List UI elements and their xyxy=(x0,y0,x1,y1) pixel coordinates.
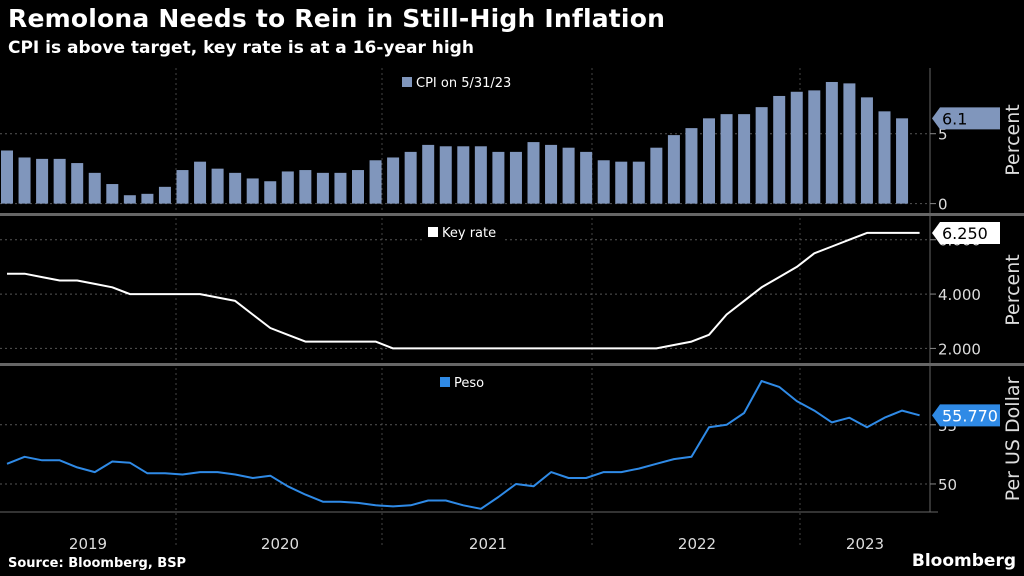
brand-logo: Bloomberg xyxy=(911,551,1016,571)
y-axis-title: Percent xyxy=(1002,254,1024,326)
legend-swatch xyxy=(440,377,450,387)
legend-swatch xyxy=(402,77,412,87)
cpi-bar xyxy=(738,114,751,204)
last-value-label: 6.1 xyxy=(942,109,967,128)
cpi-bar xyxy=(860,97,873,204)
x-tick-label: 2023 xyxy=(846,535,884,553)
last-value-tag xyxy=(932,404,1000,427)
cpi-bar xyxy=(545,144,558,204)
cpi-bar xyxy=(790,91,803,204)
cpi-bar xyxy=(527,142,540,204)
legend-swatch xyxy=(428,227,438,237)
legend-label: Key rate xyxy=(442,226,496,241)
cpi-bar xyxy=(246,178,259,204)
cpi-bar xyxy=(106,184,119,204)
cpi-bar xyxy=(474,146,487,204)
cpi-bar xyxy=(53,158,66,204)
cpi-bar xyxy=(615,161,628,204)
x-tick-label: 2019 xyxy=(69,535,107,553)
cpi-bar xyxy=(667,135,680,204)
cpi-bar xyxy=(387,157,400,204)
cpi-bar xyxy=(808,90,821,204)
cpi-bar xyxy=(404,151,417,204)
key-rate-line xyxy=(7,231,920,350)
legend-background xyxy=(396,72,530,94)
cpi-bar xyxy=(299,170,312,204)
cpi-bar xyxy=(422,144,435,204)
cpi-bar xyxy=(720,114,733,204)
cpi-bar xyxy=(896,118,909,204)
last-value-label: 6.250 xyxy=(942,224,988,243)
legend-background xyxy=(422,222,504,244)
y-tick-label: 0 xyxy=(938,196,948,214)
cpi-bar xyxy=(650,147,663,204)
cpi-bar xyxy=(685,128,698,204)
cpi-bar xyxy=(141,193,154,204)
legend-label: CPI on 5/31/23 xyxy=(416,76,511,91)
cpi-bar xyxy=(176,170,189,204)
cpi-bar xyxy=(509,151,522,204)
cpi-bar xyxy=(158,186,171,204)
cpi-bar xyxy=(369,160,382,204)
y-tick-label: 2.000 xyxy=(938,340,981,358)
cpi-bar xyxy=(334,172,347,204)
cpi-bar xyxy=(194,161,207,204)
cpi-bar xyxy=(1,150,13,204)
cpi-bar xyxy=(316,172,329,204)
x-tick-label: 2020 xyxy=(261,535,299,553)
last-value-label: 55.770 xyxy=(942,406,998,425)
y-axis-title: Per US Dollar xyxy=(1002,377,1024,502)
cpi-bar xyxy=(264,181,277,204)
cpi-bar xyxy=(123,195,136,204)
chart-subtitle: CPI is above target, key rate is at a 16… xyxy=(8,38,474,58)
cpi-bar xyxy=(352,170,364,204)
cpi-bar xyxy=(36,158,49,204)
peso-line xyxy=(6,380,920,510)
last-value-tag xyxy=(932,107,1000,130)
last-value-tag xyxy=(932,221,1000,244)
cpi-bar xyxy=(773,95,786,204)
y-tick-label: 50 xyxy=(938,476,957,494)
y-tick-label: 4.000 xyxy=(938,286,981,304)
cpi-bar xyxy=(562,147,575,204)
cpi-bar xyxy=(229,172,242,204)
cpi-bar xyxy=(71,163,84,204)
cpi-bar xyxy=(492,151,505,204)
x-tick-label: 2021 xyxy=(469,535,507,553)
cpi-bar xyxy=(703,118,715,204)
legend-label: Peso xyxy=(454,376,484,391)
cpi-bar xyxy=(439,146,452,204)
cpi-bar xyxy=(457,146,470,204)
cpi-bar xyxy=(88,172,101,204)
chart-title: Remolona Needs to Rein in Still-High Inf… xyxy=(8,4,666,33)
cpi-bar xyxy=(632,161,645,204)
y-tick-label: 5 xyxy=(938,126,948,144)
cpi-bar xyxy=(580,151,593,204)
y-axis-title: Percent xyxy=(1002,104,1024,176)
cpi-bar xyxy=(281,171,294,204)
cpi-bar xyxy=(878,111,891,204)
cpi-bar xyxy=(825,81,838,204)
x-tick-label: 2022 xyxy=(678,535,716,553)
cpi-bar xyxy=(18,157,31,204)
cpi-bar xyxy=(211,168,224,204)
cpi-bar xyxy=(597,160,610,204)
cpi-bar xyxy=(755,107,768,204)
cpi-bar xyxy=(843,83,856,204)
source-note: Source: Bloomberg, BSP xyxy=(8,556,187,571)
